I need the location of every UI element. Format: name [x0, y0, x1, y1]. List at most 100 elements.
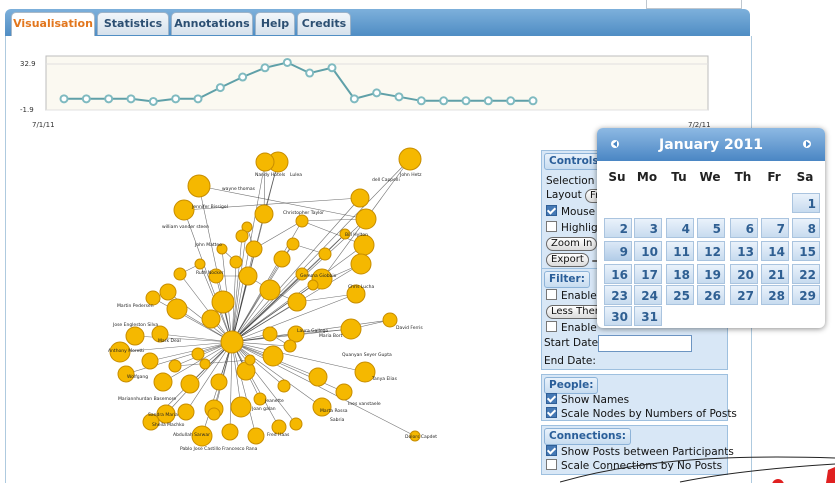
graph-node[interactable]	[201, 309, 221, 329]
graph-node[interactable]	[271, 419, 287, 435]
calendar-day[interactable]: 7	[761, 218, 789, 238]
graph-node[interactable]	[244, 354, 256, 366]
graph-node[interactable]	[208, 268, 224, 284]
show-names-row[interactable]: Show Names	[546, 393, 629, 407]
calendar-day[interactable]: 25	[666, 285, 694, 305]
graph-node[interactable]	[277, 379, 291, 393]
mouse-row[interactable]: Mouse	[546, 205, 595, 219]
scale-nodes-row[interactable]: Scale Nodes by Numbers of Posts	[546, 407, 737, 421]
graph-node[interactable]	[307, 279, 319, 291]
start-date-input[interactable]	[598, 335, 692, 352]
calendar-day[interactable]: 15	[792, 241, 820, 261]
export-button[interactable]: Export	[546, 253, 589, 267]
mouse-checkbox[interactable]	[546, 205, 557, 216]
tab-help[interactable]: Help	[255, 12, 295, 35]
show-posts-checkbox[interactable]	[546, 445, 557, 456]
timeline-point[interactable]	[148, 96, 158, 106]
graph-node[interactable]	[382, 312, 398, 328]
graph-node[interactable]	[287, 325, 305, 343]
graph-node[interactable]	[159, 283, 177, 301]
graph-node[interactable]	[259, 279, 281, 301]
graph-node[interactable]	[141, 352, 159, 370]
calendar-day[interactable]: 22	[792, 264, 820, 284]
graph-node[interactable]	[191, 425, 213, 447]
graph-node[interactable]	[142, 413, 160, 431]
graph-node[interactable]	[117, 365, 135, 383]
graph-node[interactable]	[262, 345, 284, 367]
graph-node[interactable]	[286, 237, 300, 251]
graph-node[interactable]	[166, 298, 188, 320]
calendar-day[interactable]: 4	[666, 218, 694, 238]
calendar-day[interactable]: 27	[730, 285, 758, 305]
scale-connections-checkbox[interactable]	[546, 459, 557, 470]
calendar-day[interactable]: 5	[697, 218, 725, 238]
calendar-day[interactable]: 10	[634, 241, 662, 261]
graph-node[interactable]	[273, 250, 291, 268]
timeline-point[interactable]	[327, 63, 337, 73]
calendar-day[interactable]: 17	[634, 264, 662, 284]
calendar-day[interactable]: 6	[730, 218, 758, 238]
graph-node[interactable]	[177, 403, 195, 421]
graph-node[interactable]	[287, 292, 307, 312]
graph-node[interactable]	[409, 430, 421, 442]
timeline-point[interactable]	[260, 63, 270, 73]
graph-node[interactable]	[295, 267, 309, 281]
timeline-point[interactable]	[506, 96, 516, 106]
calendar-day[interactable]: 9	[604, 241, 632, 261]
date-picker[interactable]: January 2011 Su Mo Tu We Th Fr Sa 1 2 3 4 5 6 7 8 9 10 1…	[597, 128, 825, 328]
scale-nodes-checkbox[interactable]	[546, 407, 557, 418]
timeline-chart[interactable]: 32.9 -1.9 7/1/11 7/2/11	[0, 45, 720, 135]
highlight-row[interactable]: Highlig	[546, 221, 598, 235]
show-names-checkbox[interactable]	[546, 393, 557, 404]
graph-node[interactable]	[262, 326, 278, 342]
timeline-point[interactable]	[483, 96, 493, 106]
graph-node[interactable]	[180, 374, 200, 394]
timeline-point[interactable]	[461, 96, 471, 106]
timeline-point[interactable]	[394, 92, 404, 102]
graph-node[interactable]	[173, 199, 195, 221]
graph-node[interactable]	[355, 208, 377, 230]
tab-annotations[interactable]: Annotations	[171, 12, 253, 35]
graph-node[interactable]	[211, 290, 235, 314]
graph-node[interactable]	[230, 396, 252, 418]
graph-node[interactable]	[109, 341, 131, 363]
calendar-day[interactable]: 28	[761, 285, 789, 305]
graph-node[interactable]	[210, 373, 228, 391]
graph-node[interactable]	[151, 325, 169, 343]
calendar-day[interactable]: 29	[792, 285, 820, 305]
graph-node[interactable]	[255, 152, 275, 172]
calendar-day[interactable]: 18	[666, 264, 694, 284]
calendar-day[interactable]: 11	[666, 241, 694, 261]
calendar-day[interactable]: 24	[634, 285, 662, 305]
timeline-point[interactable]	[305, 68, 315, 78]
calendar-day[interactable]: 20	[730, 264, 758, 284]
calendar-day[interactable]: 31	[634, 306, 662, 326]
calendar-day[interactable]: 3	[634, 218, 662, 238]
graph-node[interactable]	[125, 326, 145, 346]
filter-enable-row-2[interactable]: Enable	[546, 321, 597, 335]
graph-node[interactable]	[312, 397, 332, 417]
graph-node[interactable]	[199, 358, 211, 370]
graph-node[interactable]	[207, 407, 221, 421]
filter-enable-checkbox-1[interactable]	[546, 289, 557, 300]
filter-enable-row-1[interactable]: Enable	[546, 289, 597, 303]
timeline-point[interactable]	[215, 83, 225, 93]
highlight-checkbox[interactable]	[546, 221, 557, 232]
graph-node[interactable]	[254, 204, 274, 224]
calendar-day[interactable]: 12	[697, 241, 725, 261]
graph-node[interactable]	[283, 339, 297, 353]
graph-node[interactable]	[156, 404, 176, 424]
prev-month-icon[interactable]	[611, 140, 619, 148]
graph-node[interactable]	[339, 228, 351, 240]
graph-node[interactable]	[295, 214, 309, 228]
calendar-day[interactable]: 8	[792, 218, 820, 238]
graph-node[interactable]	[247, 427, 265, 445]
graph-node[interactable]	[238, 266, 258, 286]
calendar-day[interactable]: 23	[604, 285, 632, 305]
graph-node[interactable]	[335, 383, 353, 401]
calendar-day[interactable]: 1	[792, 193, 820, 213]
graph-node[interactable]	[145, 290, 161, 306]
timeline-point[interactable]	[372, 88, 382, 98]
tab-statistics[interactable]: Statistics	[97, 12, 169, 35]
graph-node[interactable]	[187, 174, 211, 198]
